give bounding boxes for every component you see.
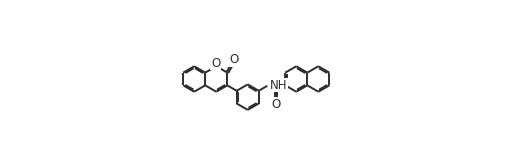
Text: O: O [271,98,280,111]
Text: NH: NH [270,79,288,92]
Text: O: O [211,57,220,70]
Text: O: O [229,53,238,66]
